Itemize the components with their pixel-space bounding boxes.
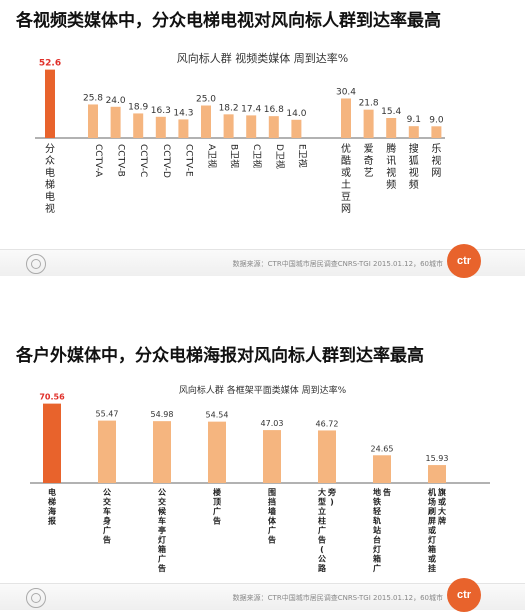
ctr-logo: ctr — [447, 244, 481, 278]
outdoor-media-bar-chart: 70.56 电梯海报 55.47 公交车身广告 54.98 公交候车亭灯箱广告 54.54 楼… — [30, 393, 490, 573]
tick-label: CCTV-A — [93, 144, 103, 178]
tick-label: B卫视 — [229, 144, 241, 168]
tick-label: 电梯海报 — [48, 487, 56, 526]
tick-label: 公交车身广告 — [103, 488, 111, 545]
outdoor-chart-title: 风向标人群 各框架平面类媒体 周到达率% — [178, 386, 347, 396]
data-label: 17.4 — [241, 104, 261, 114]
tick-label: 爱奇艺 — [364, 142, 374, 179]
bar — [291, 119, 302, 138]
bar — [428, 465, 446, 483]
tick-label: D卫视 — [274, 144, 286, 169]
tick-label: CCTV-B — [116, 144, 126, 177]
tick-label: 乐视网 — [431, 143, 441, 179]
data-label: 25.8 — [83, 93, 103, 103]
bar — [98, 420, 116, 483]
bar — [153, 421, 171, 483]
video-media-bar-chart: 52.6 分众电梯电视 25.8 CCTV-A 24.0 CCTV-B 18.9 CCTV-C… — [35, 59, 445, 215]
data-label: 47.03 — [261, 419, 284, 428]
data-label: 9.0 — [429, 115, 444, 125]
outdoor-panel-footer: 数据来源：CTR中国城市居民调查CNRS-TGI 2015.01.12，60城市… — [0, 578, 525, 612]
data-label: 24.65 — [371, 444, 394, 453]
data-label: 14.0 — [286, 109, 306, 119]
tick-label: 机场刷屏或灯箱或挂旗或大牌 — [427, 487, 446, 573]
bar — [208, 421, 226, 483]
seal-icon — [26, 588, 46, 608]
tick-label: 大型立柱广告(公路旁) — [318, 487, 336, 573]
bar — [133, 113, 144, 138]
bar — [45, 69, 55, 138]
tick-label: C卫视 — [251, 144, 263, 168]
data-label: 15.4 — [381, 107, 401, 117]
bar — [155, 116, 166, 138]
seal-icon — [26, 254, 46, 274]
tick-label: CCTV-D — [161, 144, 171, 178]
tick-label: 围挡墙体广告 — [268, 487, 277, 545]
video-media-heading: 各视频类媒体中，分众电梯电视对风向标人群到达率最高 — [16, 11, 441, 31]
data-label: 16.3 — [151, 106, 171, 116]
data-label: 15.93 — [426, 454, 449, 463]
data-label: 18.9 — [128, 102, 148, 112]
bar — [373, 455, 391, 483]
tick-label: 优酷或土豆网 — [341, 142, 351, 215]
tick-label: 地铁轻轨站台灯箱广告 — [373, 487, 391, 573]
ctr-logo: ctr — [447, 578, 481, 612]
bar — [201, 105, 211, 138]
tick-label: CCTV-C — [138, 144, 148, 177]
tick-label: 楼顶广告 — [213, 487, 221, 526]
bar — [43, 403, 61, 483]
bar — [88, 104, 98, 138]
data-label: 70.56 — [39, 393, 65, 402]
video-chart-title: 风向标人群 视频类媒体 周到达率% — [176, 52, 349, 65]
video-media-panel: 各视频类媒体中，分众电梯电视对风向标人群到达率最高 风向标人群 视频类媒体 周到… — [0, 0, 525, 278]
bar — [363, 109, 374, 138]
video-panel-footer: 数据来源：CTR中国城市居民调查CNRS-TGI 2015.01.12，60城市… — [0, 244, 525, 278]
data-label: 30.4 — [336, 87, 356, 97]
bar — [268, 116, 279, 138]
bar — [223, 114, 234, 138]
data-label: 18.2 — [219, 103, 239, 113]
data-label: 55.47 — [96, 410, 119, 419]
bar — [178, 119, 189, 138]
bar — [110, 106, 121, 138]
data-label: 24.0 — [106, 96, 126, 106]
data-label: 46.72 — [316, 419, 339, 428]
tick-label: 公交候车亭灯箱广告 — [158, 488, 167, 573]
data-label: 52.6 — [39, 59, 61, 69]
tick-label: 腾讯视频 — [386, 142, 396, 191]
bar — [431, 126, 442, 138]
bar — [263, 430, 281, 483]
data-label: 9.1 — [407, 115, 421, 125]
video-data-source: 数据来源：CTR中国城市居民调查CNRS-TGI 2015.01.12，60城市 — [232, 260, 443, 268]
outdoor-data-source: 数据来源：CTR中国城市居民调查CNRS-TGI 2015.01.12，60城市 — [232, 594, 443, 602]
tick-label: A卫视 — [206, 144, 218, 168]
data-label: 16.8 — [264, 105, 284, 115]
bar — [341, 98, 351, 138]
bar — [318, 430, 336, 483]
data-label: 21.8 — [359, 99, 379, 109]
data-label: 54.54 — [206, 411, 229, 420]
bar — [246, 115, 257, 138]
bar — [386, 117, 397, 138]
outdoor-media-panel: 各户外媒体中，分众电梯海报对风向标人群到达率最高 风向标人群 各框架平面类媒体 … — [0, 335, 525, 612]
tick-label: 搜狐视频 — [409, 142, 419, 191]
data-label: 25.0 — [196, 95, 216, 105]
tick-label: CCTV-E — [183, 144, 193, 177]
outdoor-media-heading: 各户外媒体中，分众电梯海报对风向标人群到达率最高 — [16, 346, 424, 366]
data-label: 14.3 — [173, 108, 193, 118]
tick-label: E卫视 — [296, 144, 308, 168]
bar — [408, 126, 419, 138]
data-label: 54.98 — [151, 410, 174, 419]
tick-label: 分众电梯电视 — [45, 143, 55, 215]
